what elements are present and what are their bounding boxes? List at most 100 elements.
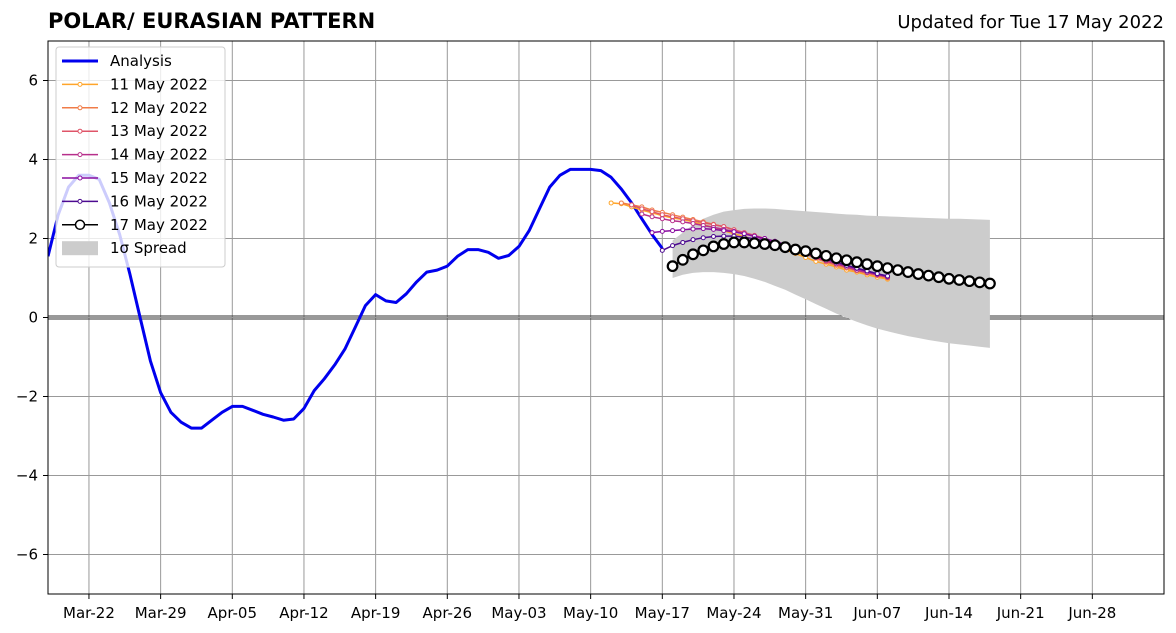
legend-marker — [77, 81, 83, 87]
x-tick-label: Apr-26 — [423, 604, 473, 622]
current-forecast-point — [830, 252, 843, 265]
x-tick-label: Jun-07 — [852, 604, 901, 622]
current-forecast-point — [871, 260, 884, 273]
chart-subtitle: Updated for Tue 17 May 2022 — [897, 12, 1164, 33]
x-tick-label: Jun-21 — [996, 604, 1045, 622]
y-tick-label: 4 — [28, 151, 38, 169]
y-tick-label: 0 — [28, 309, 38, 327]
current-forecast-point — [809, 247, 822, 260]
forecast-point — [670, 243, 676, 249]
series-current-forecast — [666, 236, 996, 290]
current-forecast-point — [748, 237, 761, 250]
legend-marker — [74, 219, 86, 231]
forecast-point — [885, 273, 891, 279]
y-tick-label: −6 — [16, 546, 38, 564]
chart-title: POLAR/ EURASIAN PATTERN — [48, 9, 376, 33]
grid-lines: Mar-22 Mar-29 Apr-05 Apr-12 Apr-19 Apr-26 May-… — [16, 41, 1164, 622]
current-forecast-point — [676, 253, 689, 266]
forecast-point — [690, 237, 696, 243]
legend-label: 11 May 2022 — [110, 75, 208, 93]
forecast-point — [680, 219, 686, 225]
legend-label: 13 May 2022 — [110, 122, 208, 140]
current-forecast-point — [912, 268, 925, 280]
forecast-point — [670, 214, 676, 220]
forecast-point — [711, 226, 717, 232]
x-tick-label: Jun-14 — [924, 604, 973, 622]
legend-label: 1σ Spread — [110, 239, 187, 257]
current-forecast-point — [758, 238, 771, 250]
legend-marker — [77, 175, 83, 181]
current-forecast-point — [984, 277, 996, 290]
x-tick-label: Apr-12 — [279, 604, 329, 622]
current-forecast-point — [891, 264, 904, 277]
forecast-point — [680, 227, 686, 233]
legend-label: 16 May 2022 — [110, 192, 208, 210]
current-forecast-point — [789, 243, 802, 256]
legend-label: 12 May 2022 — [110, 99, 208, 117]
legend-item: 13 May 2022 — [62, 122, 208, 140]
legend-item: 17 May 2022 — [62, 216, 208, 234]
forecast-point — [700, 226, 706, 232]
current-forecast-point — [922, 269, 935, 282]
current-forecast-point — [953, 274, 966, 286]
forecast-point — [721, 228, 727, 234]
x-tick-label: Mar-29 — [135, 604, 187, 622]
current-forecast-point — [963, 275, 976, 288]
legend-item: 14 May 2022 — [62, 146, 208, 164]
current-forecast-point — [799, 245, 812, 258]
legend-item: 16 May 2022 — [62, 192, 208, 210]
forecast-point — [659, 212, 665, 218]
y-tick-label: −2 — [16, 388, 38, 406]
x-tick-label: May-17 — [635, 604, 690, 622]
forecast-point — [721, 233, 727, 239]
forecast-point — [711, 234, 717, 240]
x-tick-label: May-10 — [563, 604, 618, 622]
legend-item: 12 May 2022 — [62, 99, 208, 117]
current-forecast-point — [697, 244, 710, 257]
forecast-point — [670, 228, 676, 234]
current-forecast-point — [666, 260, 679, 273]
current-forecast-point — [779, 241, 792, 254]
forecast-point — [731, 229, 737, 235]
forecast-point — [700, 235, 706, 241]
legend-label: 14 May 2022 — [110, 146, 208, 164]
forecast-point — [874, 271, 880, 277]
x-tick-label: May-03 — [491, 604, 546, 622]
x-tick-label: Jun-28 — [1067, 604, 1116, 622]
current-forecast-point — [973, 276, 986, 289]
forecast-point — [690, 226, 696, 232]
x-tick-label: May-24 — [706, 604, 761, 622]
legend-item: 15 May 2022 — [62, 169, 208, 187]
current-forecast-point — [738, 236, 751, 249]
forecast-point — [680, 239, 686, 245]
forecast-point — [649, 230, 655, 236]
y-tick-label: 2 — [28, 230, 38, 248]
forecast-point — [659, 228, 665, 234]
legend-marker — [77, 128, 83, 134]
x-tick-label: Apr-05 — [208, 604, 258, 622]
forecast-point — [659, 247, 665, 253]
current-forecast-point — [717, 238, 730, 250]
series-analysis-line — [48, 167, 664, 430]
legend-label: Analysis — [110, 52, 172, 70]
legend-item: 1σ Spread — [62, 239, 187, 257]
legend-label: 15 May 2022 — [110, 169, 208, 187]
current-forecast-point — [820, 249, 833, 262]
y-tick-label: −4 — [16, 467, 38, 485]
current-forecast-point — [861, 258, 873, 271]
forecast-point — [649, 209, 655, 215]
current-forecast-point — [707, 240, 720, 253]
current-forecast-point — [850, 256, 863, 269]
legend: Analysis 11 May 2022 12 May 2022 13 May 202… — [55, 46, 226, 268]
current-forecast-point — [943, 272, 955, 285]
legend-item: 11 May 2022 — [62, 75, 208, 93]
legend-item: Analysis — [62, 52, 172, 70]
forecast-point — [629, 202, 635, 208]
legend-marker — [77, 105, 83, 111]
legend-box — [55, 46, 226, 268]
x-tick-label: May-31 — [778, 604, 833, 622]
x-tick-label: Mar-22 — [63, 604, 115, 622]
current-forecast-point — [932, 271, 945, 284]
forecast-point — [659, 216, 665, 222]
